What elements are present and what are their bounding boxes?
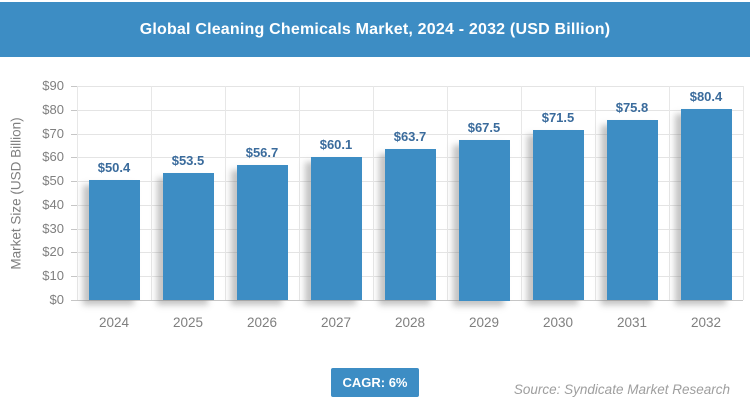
x-tick-label: 2027 xyxy=(320,315,352,330)
y-tick-label: $30 xyxy=(42,221,64,236)
x-tick-label: 2029 xyxy=(468,315,500,330)
bar-2031 xyxy=(607,120,658,300)
bar-2028 xyxy=(385,149,436,300)
x-tick-label: 2025 xyxy=(172,315,204,330)
y-tick-mark xyxy=(71,181,77,182)
title-banner: Global Cleaning Chemicals Market, 2024 -… xyxy=(0,2,750,57)
y-tick-label: $0 xyxy=(49,292,64,307)
bar-2024 xyxy=(89,180,140,300)
v-gridline xyxy=(669,86,670,300)
bar-value-label: $60.1 xyxy=(319,137,353,152)
x-tick-label: 2032 xyxy=(690,315,722,330)
bar-value-label: $67.5 xyxy=(467,120,501,135)
bar-2026 xyxy=(237,165,288,300)
y-tick-label: $90 xyxy=(42,78,64,93)
y-tick-label: $10 xyxy=(42,268,64,283)
x-tick-label: 2030 xyxy=(542,315,574,330)
y-tick-mark xyxy=(71,300,77,301)
source-attribution: Source: Syndicate Market Research xyxy=(513,382,730,397)
x-tick-label: 2028 xyxy=(394,315,426,330)
bar-value-label: $56.7 xyxy=(245,145,279,160)
v-gridline xyxy=(225,86,226,300)
y-tick-mark xyxy=(71,229,77,230)
bar-2029 xyxy=(459,140,510,301)
x-tick-label: 2026 xyxy=(246,315,278,330)
bar-2025 xyxy=(163,173,214,300)
bar-value-label: $75.8 xyxy=(615,100,649,115)
bar-value-label: $50.4 xyxy=(97,160,131,175)
y-tick-mark xyxy=(71,110,77,111)
bar-2032 xyxy=(681,109,732,300)
v-gridline xyxy=(151,86,152,300)
y-tick-label: $60 xyxy=(42,149,64,164)
bar-value-label: $53.5 xyxy=(171,153,205,168)
x-tick-label: 2024 xyxy=(98,315,130,330)
v-gridline xyxy=(299,86,300,300)
y-tick-label: $20 xyxy=(42,244,64,259)
y-tick-mark xyxy=(71,134,77,135)
y-tick-label: $40 xyxy=(42,197,64,212)
bar-value-label: $71.5 xyxy=(541,110,575,125)
x-axis-line xyxy=(77,300,743,301)
y-tick-mark xyxy=(71,276,77,277)
y-tick-mark xyxy=(71,86,77,87)
v-gridline xyxy=(447,86,448,300)
y-tick-mark xyxy=(71,252,77,253)
h-gridline xyxy=(77,86,743,87)
v-gridline xyxy=(77,86,78,300)
bar-2030 xyxy=(533,130,584,300)
v-gridline xyxy=(373,86,374,300)
bar-2027 xyxy=(311,157,362,300)
v-gridline xyxy=(595,86,596,300)
v-gridline xyxy=(743,86,744,300)
h-gridline xyxy=(77,110,743,111)
y-tick-mark xyxy=(71,205,77,206)
cagr-badge-label: CAGR: 6% xyxy=(342,375,408,390)
cagr-badge: CAGR: 6% xyxy=(331,368,419,397)
y-tick-mark xyxy=(71,157,77,158)
y-tick-label: $80 xyxy=(42,102,64,117)
h-gridline xyxy=(77,134,743,135)
bar-value-label: $63.7 xyxy=(393,129,427,144)
v-gridline xyxy=(521,86,522,300)
y-tick-label: $50 xyxy=(42,173,64,188)
y-tick-label: $70 xyxy=(42,126,64,141)
bar-value-label: $80.4 xyxy=(689,89,723,104)
x-tick-label: 2031 xyxy=(616,315,648,330)
chart-title: Global Cleaning Chemicals Market, 2024 -… xyxy=(139,20,611,38)
